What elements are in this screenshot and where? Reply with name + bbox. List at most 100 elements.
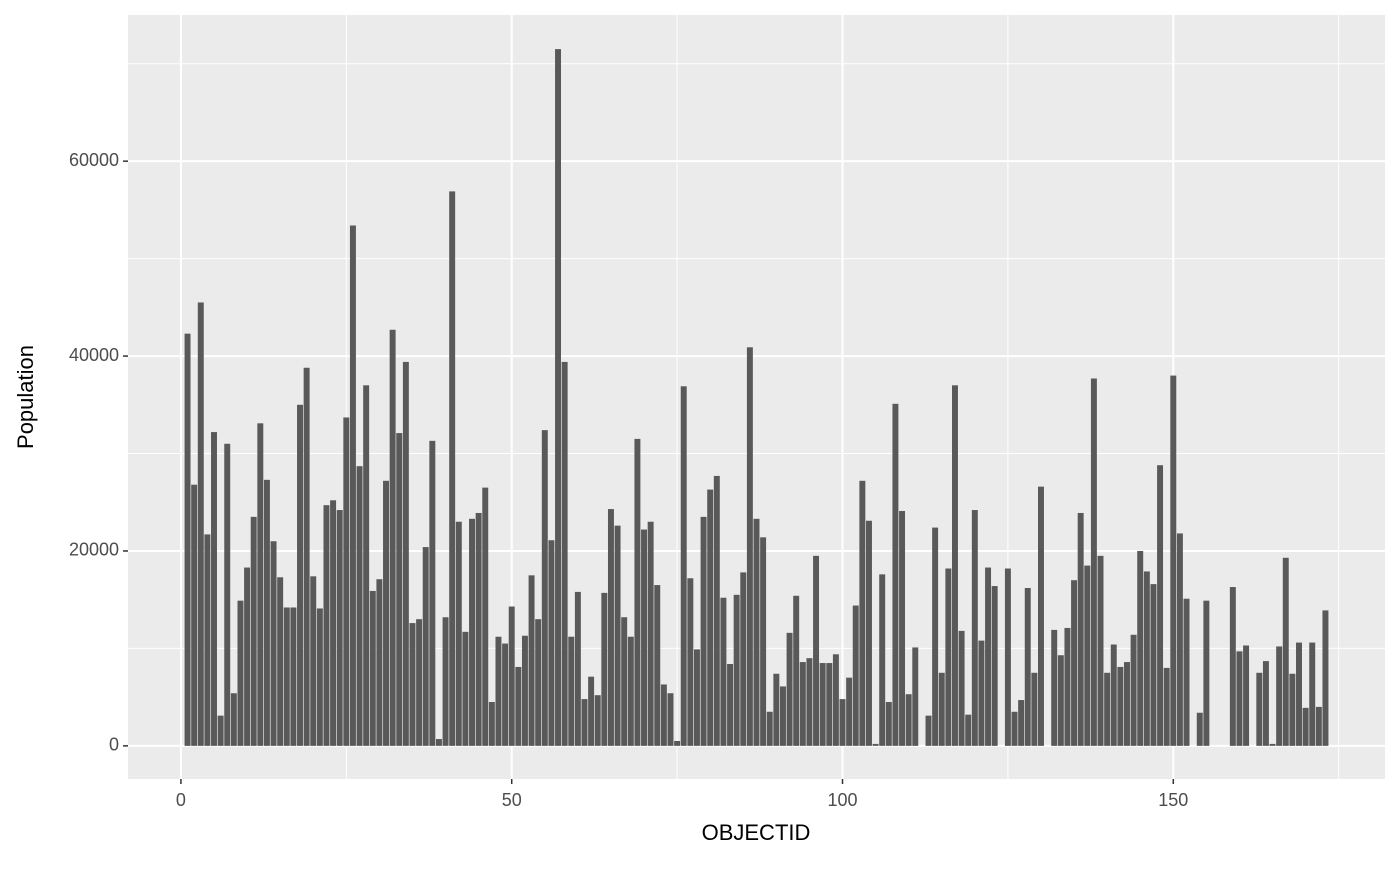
bar [832, 654, 839, 746]
bar [469, 518, 475, 746]
bar [257, 423, 264, 746]
bar [197, 302, 204, 746]
bar [945, 568, 952, 746]
bar [1157, 465, 1164, 746]
bar [237, 600, 244, 746]
bar [1309, 642, 1316, 746]
bar [555, 49, 562, 746]
bar [932, 527, 939, 746]
x-tick-label: 150 [1158, 790, 1188, 810]
bar [1110, 644, 1117, 746]
bar [1011, 711, 1018, 746]
bar [336, 510, 343, 746]
bar [1176, 533, 1183, 746]
bar [369, 590, 376, 746]
bar [773, 673, 780, 746]
bar [746, 347, 753, 746]
bar [1071, 580, 1078, 746]
bar [310, 576, 317, 746]
bar [409, 623, 416, 746]
bar [872, 743, 879, 746]
bar [283, 607, 290, 746]
bar [224, 443, 231, 746]
bar [667, 693, 674, 746]
bar [1296, 642, 1302, 746]
bar [912, 647, 919, 746]
bar [1243, 645, 1250, 746]
bar [1090, 378, 1097, 746]
bar [435, 739, 442, 746]
bar [535, 619, 542, 746]
bar [885, 702, 892, 746]
bar [297, 404, 303, 746]
bar [693, 649, 700, 746]
bar [813, 555, 820, 746]
bar [1289, 673, 1296, 746]
bar [951, 385, 958, 746]
bar [1269, 743, 1276, 746]
bar [905, 694, 912, 746]
bar [720, 597, 727, 746]
bar [1229, 587, 1236, 746]
bar [250, 516, 257, 746]
bar [1150, 584, 1157, 746]
bar [674, 740, 681, 746]
bar [779, 686, 786, 746]
bar [601, 592, 608, 746]
bar [184, 333, 191, 746]
bar [270, 541, 277, 746]
bar [1183, 598, 1190, 746]
bar [521, 635, 528, 746]
bar [846, 677, 853, 746]
bar [1302, 707, 1309, 746]
bar [1256, 672, 1263, 746]
bar [515, 666, 522, 746]
bar [985, 567, 992, 746]
bar [1117, 666, 1124, 746]
bar [680, 386, 687, 746]
bar [422, 547, 429, 746]
bar [727, 664, 734, 746]
bar [442, 617, 449, 746]
bar [1137, 550, 1144, 746]
bar [581, 699, 588, 746]
bar [568, 636, 575, 746]
bar [1031, 672, 1038, 746]
bar [316, 608, 323, 746]
bar [1315, 706, 1322, 746]
bar [965, 714, 972, 746]
bar [482, 487, 489, 746]
bar [760, 537, 767, 746]
bar [389, 329, 396, 746]
bar [971, 510, 978, 746]
y-tick-label: 0 [109, 735, 119, 755]
bar [859, 480, 866, 746]
bar [938, 672, 945, 746]
bar [528, 575, 535, 746]
y-tick-label: 40000 [69, 345, 119, 365]
bar [244, 567, 251, 746]
bar [574, 591, 581, 746]
bar [786, 632, 793, 746]
bar [561, 361, 568, 746]
bar [700, 516, 707, 746]
bar [1124, 662, 1130, 746]
bar [376, 579, 383, 746]
x-axis-title: OBJECTID [702, 820, 811, 845]
bar [1262, 661, 1269, 746]
bar [1163, 667, 1170, 746]
bar [1130, 634, 1137, 746]
bar [343, 417, 350, 746]
bar [1097, 555, 1104, 746]
bar [826, 663, 833, 746]
bar [654, 585, 661, 746]
bar [588, 676, 595, 746]
bar [1038, 486, 1044, 746]
bar [349, 225, 356, 746]
bar [277, 577, 284, 746]
x-tick-label: 50 [502, 790, 522, 810]
bar [1104, 672, 1111, 746]
bar [1276, 646, 1283, 746]
bar [1282, 557, 1289, 746]
